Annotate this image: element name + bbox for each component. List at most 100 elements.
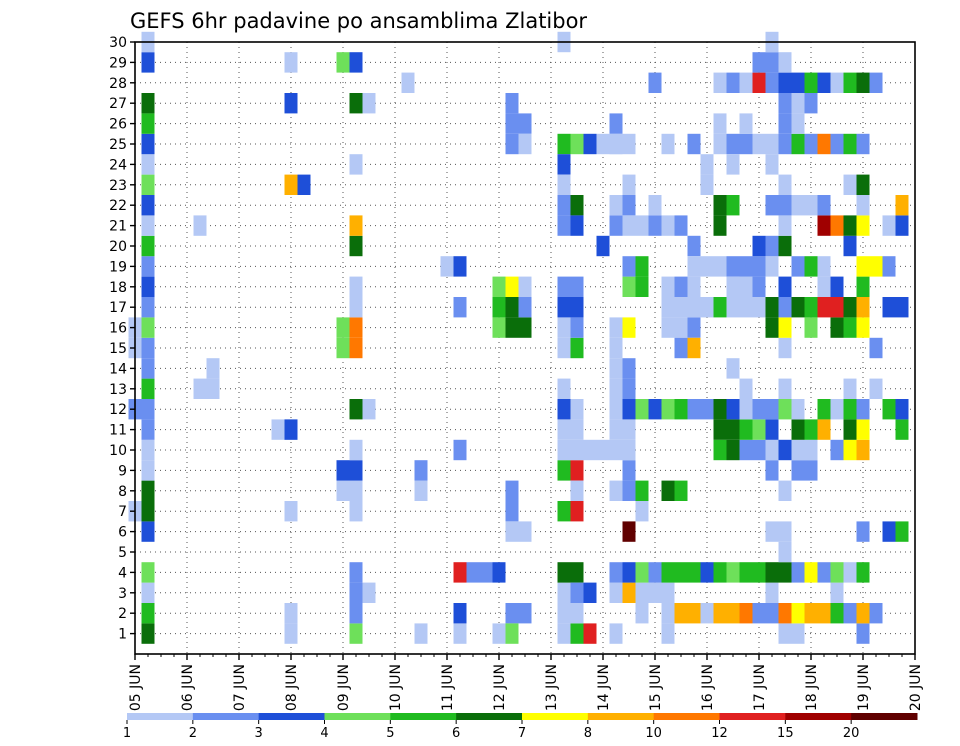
- heatmap-cell: [648, 195, 662, 216]
- heatmap-cell: [518, 133, 532, 155]
- heatmap-cell: [765, 52, 779, 73]
- legend-label: 8: [584, 726, 592, 741]
- y-tick-label: 18: [109, 280, 127, 296]
- heatmap-cell: [856, 297, 870, 318]
- heatmap-cell: [713, 133, 727, 155]
- heatmap-cell: [791, 623, 805, 644]
- heatmap-cell: [622, 256, 636, 277]
- heatmap-cell: [609, 215, 623, 236]
- heatmap-cell: [674, 480, 688, 501]
- heatmap-cell: [765, 154, 779, 175]
- heatmap-cell: [830, 72, 844, 93]
- heatmap-cell: [609, 133, 623, 155]
- legend-swatch: [587, 713, 655, 720]
- heatmap-cell: [622, 439, 636, 461]
- heatmap-cell: [401, 72, 415, 93]
- heatmap-cell: [713, 113, 727, 134]
- heatmap-cell: [778, 235, 792, 257]
- legend-swatch: [522, 713, 589, 720]
- legend-swatch: [258, 713, 325, 720]
- heatmap-cell: [843, 562, 857, 583]
- y-tick-label: 10: [109, 443, 127, 459]
- heatmap-cell: [505, 133, 519, 155]
- heatmap-cell: [739, 378, 753, 399]
- y-tick-label: 25: [109, 137, 127, 153]
- y-tick-label: 8: [118, 484, 127, 500]
- heatmap-cell: [778, 133, 792, 155]
- heatmap-cell: [713, 603, 727, 624]
- heatmap-cell: [752, 133, 766, 155]
- heatmap-cell: [505, 93, 519, 114]
- heatmap-cell: [752, 235, 766, 257]
- heatmap-cell: [804, 603, 818, 624]
- heatmap-cell: [284, 603, 298, 624]
- heatmap-cell: [557, 154, 571, 175]
- heatmap-cell: [635, 215, 649, 236]
- heatmap-cell: [843, 133, 857, 155]
- heatmap-cell: [804, 419, 818, 440]
- heatmap-cell: [843, 174, 857, 195]
- heatmap-cell: [570, 215, 584, 236]
- heatmap-cell: [739, 133, 753, 155]
- heatmap-cell: [622, 378, 636, 399]
- heatmap-cell: [557, 337, 571, 359]
- heatmap-cell: [739, 276, 753, 297]
- heatmap-cell: [141, 256, 155, 277]
- heatmap-cell: [609, 562, 623, 583]
- heatmap-cell: [518, 603, 532, 624]
- heatmap-cell: [141, 154, 155, 175]
- heatmap-cell: [141, 93, 155, 114]
- y-tick-label: 15: [109, 341, 127, 357]
- heatmap-cell: [570, 439, 584, 461]
- heatmap-cell: [804, 562, 818, 583]
- heatmap-cell: [765, 460, 779, 481]
- heatmap-cell: [817, 215, 831, 236]
- heatmap-cell: [453, 256, 467, 277]
- heatmap-cell: [479, 562, 493, 583]
- heatmap-cell: [765, 399, 779, 420]
- heatmap-cell: [648, 399, 662, 420]
- heatmap-cell: [557, 501, 571, 522]
- legend-label: 1: [123, 726, 131, 741]
- heatmap-cell: [141, 174, 155, 195]
- heatmap-cell: [713, 439, 727, 461]
- heatmap-cell: [349, 480, 363, 501]
- legend-swatch: [653, 713, 720, 720]
- heatmap-cell: [349, 439, 363, 461]
- heatmap-cell: [726, 603, 740, 624]
- heatmap-cell: [765, 72, 779, 93]
- heatmap-cell: [557, 297, 571, 318]
- heatmap-cell: [817, 72, 831, 93]
- heatmap-cell: [570, 297, 584, 318]
- heatmap-cell: [492, 276, 506, 297]
- legend-label: 7: [518, 726, 526, 741]
- heatmap-cell: [817, 256, 831, 277]
- heatmap-cell: [284, 52, 298, 73]
- heatmap-cells: [128, 31, 909, 644]
- heatmap-cell: [635, 501, 649, 522]
- heatmap-cell: [609, 399, 623, 420]
- heatmap-cell: [804, 439, 818, 461]
- x-tick-label: 07 JUN: [232, 664, 248, 711]
- heatmap-cell: [362, 399, 376, 420]
- heatmap-cell: [284, 93, 298, 114]
- heatmap-cell: [830, 439, 844, 461]
- heatmap-cell: [141, 337, 155, 359]
- heatmap-cell: [687, 133, 701, 155]
- heatmap-cell: [752, 276, 766, 297]
- heatmap-cell: [778, 439, 792, 461]
- heatmap-cell: [791, 93, 805, 114]
- heatmap-cell: [596, 235, 610, 257]
- y-tick-label: 22: [109, 198, 127, 214]
- heatmap-cell: [765, 419, 779, 440]
- y-tick-label: 19: [109, 259, 127, 275]
- heatmap-cell: [570, 623, 584, 644]
- y-tick-label: 13: [109, 382, 127, 398]
- heatmap-cell: [505, 501, 519, 522]
- heatmap-cell: [661, 317, 675, 338]
- heatmap-cell: [349, 582, 363, 603]
- heatmap-cell: [349, 562, 363, 583]
- heatmap-cell: [739, 399, 753, 420]
- heatmap-cell: [869, 72, 883, 93]
- legend-label: 5: [386, 726, 394, 741]
